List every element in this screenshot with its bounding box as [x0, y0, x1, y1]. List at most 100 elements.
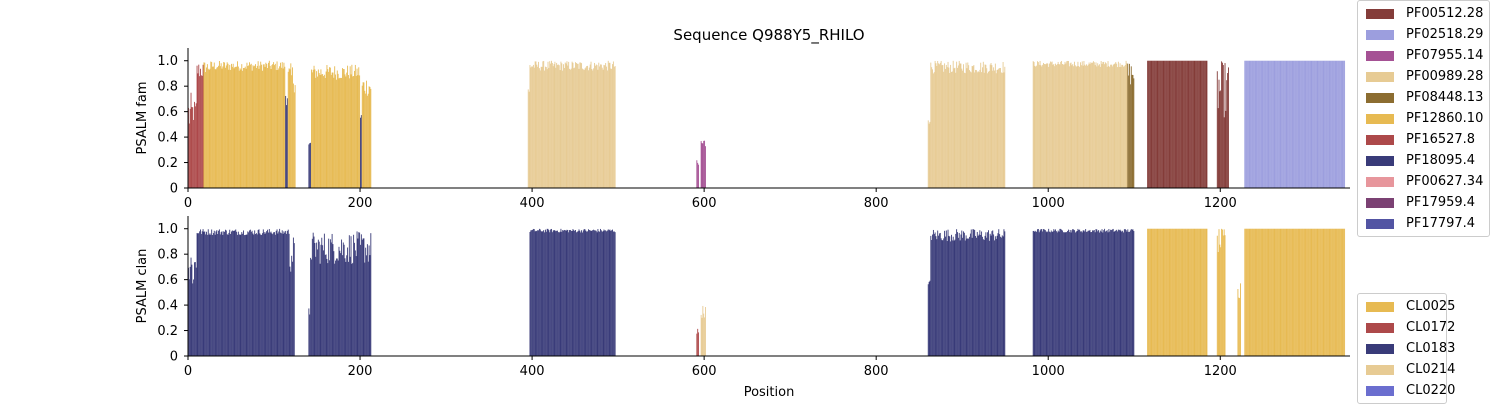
bar-pf00989-28 — [1110, 64, 1112, 188]
x-tick-label: 1000 — [1032, 364, 1065, 379]
bar-pf07955-14 — [696, 160, 698, 188]
bar-cl0183 — [198, 233, 200, 356]
bar-pf12860-10 — [215, 69, 217, 188]
bar-pf00989-28 — [1075, 66, 1077, 188]
bar-pf00989-28 — [1113, 64, 1115, 188]
bar-pf07955-14 — [704, 140, 706, 188]
bar-pf12860-10 — [352, 76, 354, 188]
bar-pf12860-10 — [219, 66, 221, 188]
bar-pf12860-10 — [240, 69, 242, 188]
bar-pf00512-28 — [1223, 117, 1225, 188]
bar-pf07955-14 — [698, 164, 700, 188]
bar-cl0025 — [1189, 228, 1191, 356]
bar-cl0183 — [988, 240, 990, 356]
bar-pf02518-29 — [1247, 60, 1249, 189]
bar-cl0183 — [1037, 229, 1038, 356]
bar-cl0183 — [344, 258, 346, 356]
bar-pf00989-28 — [1107, 61, 1109, 188]
legend-item: PF17959.4 — [1366, 192, 1483, 213]
bar-cl0183 — [545, 231, 547, 356]
bar-cl0025 — [1164, 228, 1166, 356]
bar-pf12860-10 — [311, 69, 312, 188]
y-tick-label: 0.6 — [157, 273, 178, 288]
bar-cl0183 — [329, 239, 331, 356]
bar-cl0025 — [1159, 228, 1161, 356]
bar-cl0025 — [1154, 228, 1156, 356]
bar-cl0183 — [1088, 230, 1090, 356]
bar-pf12860-10 — [231, 63, 232, 189]
bar-pf00512-28 — [1167, 60, 1169, 189]
bar-pf12860-10 — [227, 63, 229, 188]
bar-pf00512-28 — [1216, 71, 1218, 188]
bar-pf00512-28 — [1151, 60, 1153, 189]
bar-cl0183 — [575, 230, 576, 356]
legend-item: PF00627.34 — [1366, 171, 1483, 192]
bar-cl0183 — [540, 230, 542, 356]
bar-pf00989-28 — [1108, 66, 1110, 188]
bar-cl0025 — [1342, 228, 1344, 356]
bar-pf07955-14 — [704, 146, 706, 188]
bar-cl0183 — [329, 260, 330, 356]
bar-cl0183 — [1034, 231, 1036, 356]
bar-cl0025 — [1185, 228, 1186, 356]
bar-cl0183 — [943, 238, 945, 356]
bar-cl0183 — [192, 283, 194, 356]
bar-pf00989-28 — [1037, 62, 1039, 188]
bar-pf12860-10 — [292, 67, 293, 188]
bar-cl0183 — [945, 230, 947, 356]
bar-cl0183 — [1056, 232, 1058, 356]
bar-pf00989-28 — [1098, 65, 1100, 188]
bar-pf00512-28 — [1177, 60, 1179, 189]
bar-pf02518-29 — [1258, 60, 1260, 189]
bar-cl0183 — [1057, 230, 1059, 356]
bar-cl0183 — [212, 235, 213, 356]
bar-cl0183 — [967, 238, 969, 356]
bar-pf00989-28 — [1098, 64, 1100, 188]
bar-cl0025 — [1224, 235, 1226, 356]
bar-cl0025 — [1264, 228, 1266, 356]
bar-cl0183 — [1125, 229, 1127, 356]
bar-cl0183 — [1113, 231, 1115, 356]
bar-pf02518-29 — [1332, 60, 1334, 189]
bar-pf00989-28 — [1063, 64, 1065, 188]
bar-cl0183 — [989, 233, 991, 356]
bar-pf16527-8 — [192, 107, 194, 188]
bar-pf12860-10 — [268, 62, 269, 189]
bar-pf12860-10 — [238, 70, 240, 188]
legend-label: PF00627.34 — [1406, 174, 1484, 189]
x-tick-label: 800 — [864, 364, 889, 379]
bar-cl0183 — [942, 240, 944, 356]
bar-cl0025 — [1148, 228, 1149, 356]
bar-cl0183 — [240, 234, 242, 356]
bar-cl0025 — [1308, 228, 1310, 356]
bar-cl0183 — [553, 230, 555, 356]
bar-cl0183 — [273, 232, 275, 356]
bar-cl0183 — [1002, 236, 1004, 356]
bar-cl0183 — [238, 234, 240, 356]
bar-cl0183 — [1111, 229, 1113, 356]
bar-pf02518-29 — [1339, 60, 1341, 189]
bar-pf02518-29 — [1309, 60, 1311, 189]
bar-pf00989-28 — [965, 62, 967, 188]
legend-label: PF02518.29 — [1406, 27, 1484, 42]
bar-cl0183 — [312, 232, 314, 356]
bar-cl0025 — [1299, 228, 1301, 356]
bar-cl0183 — [1076, 230, 1078, 356]
bar-pf12860-10 — [290, 63, 292, 188]
bar-cl0183 — [597, 229, 599, 356]
bar-pf12860-10 — [262, 64, 264, 188]
bar-cl0183 — [248, 232, 250, 356]
bar-cl0025 — [1295, 228, 1297, 356]
bar-cl0183 — [231, 231, 232, 356]
bar-pf00989-28 — [1034, 65, 1036, 188]
legend-swatch — [1366, 50, 1394, 61]
bar-cl0183 — [1111, 230, 1112, 356]
bar-pf00989-28 — [1073, 66, 1075, 188]
bar-pf12860-10 — [239, 68, 241, 188]
bar-cl0183 — [360, 244, 361, 356]
bar-cl0183 — [341, 239, 343, 356]
bar-pf12860-10 — [348, 75, 349, 188]
bar-cl0025 — [1254, 228, 1256, 356]
bar-cl0183 — [994, 236, 996, 356]
bar-cl0183 — [1107, 232, 1109, 356]
